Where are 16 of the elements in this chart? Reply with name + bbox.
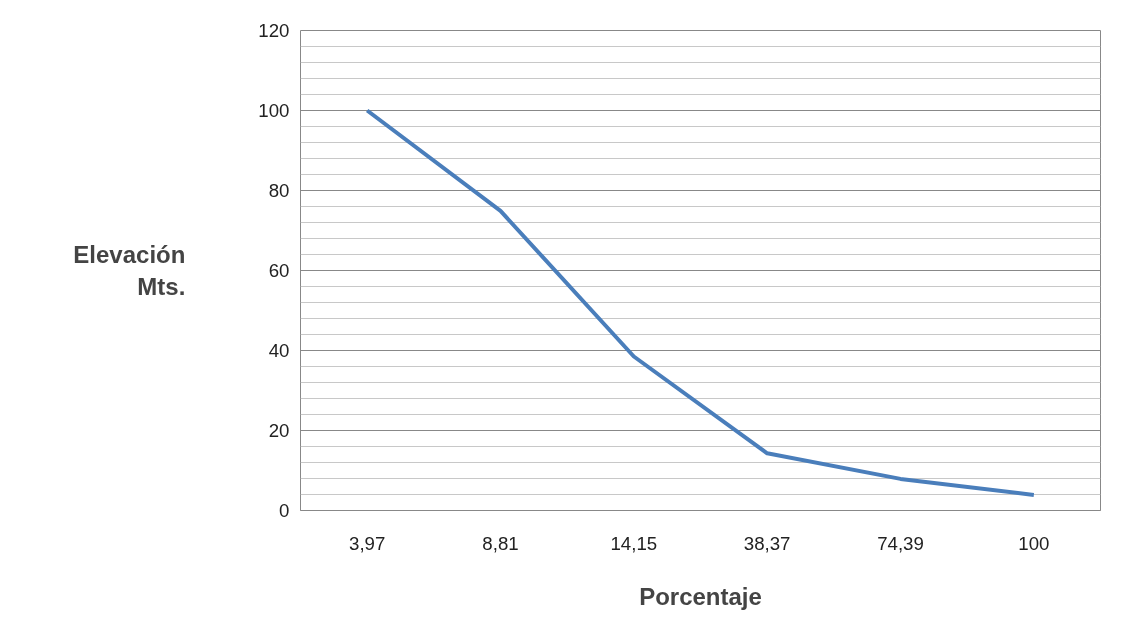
x-tick-label: 38,37 [743,532,791,554]
x-tick-label: 3,97 [349,532,386,554]
x-tick-label: 14,15 [610,532,658,554]
y-tick-label: 100 [258,100,290,121]
y-tick-label: 120 [258,20,290,41]
x-tick-label: 74,39 [877,532,924,554]
y-tick-label: 20 [268,420,290,441]
y-tick-label: 40 [268,340,290,361]
y-tick-label: 60 [268,260,290,281]
x-axis-title: Porcentaje [639,582,762,610]
line-series [365,108,1036,497]
y-tick-label: 80 [268,180,290,201]
x-tick-label: 100 [1018,532,1050,554]
y-tick-label: 0 [279,500,290,521]
x-tick-label: 8,81 [482,532,519,554]
y-axis-title: Elevación Mts. [73,240,186,301]
